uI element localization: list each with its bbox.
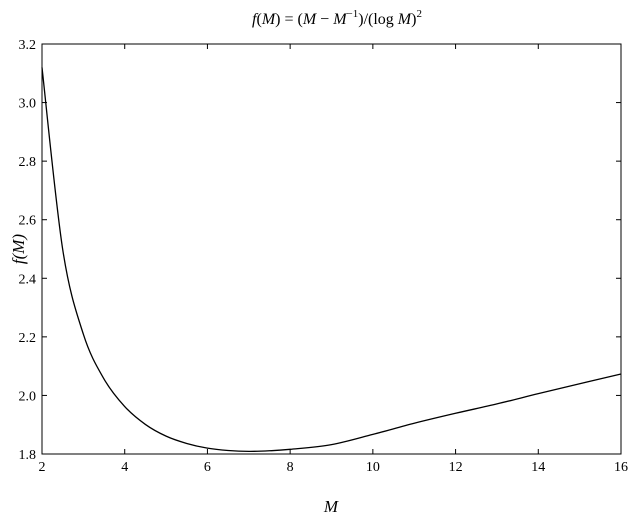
y-tick-label: 2.8 bbox=[19, 155, 37, 170]
x-tick-label: 10 bbox=[366, 460, 380, 475]
x-tick-label: 14 bbox=[531, 460, 545, 475]
y-axis-ticks: 1.8 2.0 2.2 2.4 2.6 2.8 3.0 3.2 bbox=[19, 38, 621, 463]
y-tick-label: 2.0 bbox=[19, 389, 37, 404]
x-axis-label: M bbox=[323, 497, 339, 515]
y-axis-label: f(M) bbox=[9, 234, 28, 265]
y-tick-label: 1.8 bbox=[19, 448, 37, 463]
x-tick-label: 2 bbox=[39, 460, 46, 475]
series-line bbox=[41, 67, 622, 453]
x-tick-label: 16 bbox=[614, 460, 628, 475]
y-tick-label: 2.2 bbox=[19, 331, 37, 346]
y-tick-label: 3.0 bbox=[19, 97, 37, 112]
x-tick-label: 6 bbox=[204, 460, 211, 475]
x-axis-ticks: 2 4 6 8 10 12 14 16 bbox=[39, 44, 628, 475]
chart-title: f(M) = (M − M−1)/(log M)2 bbox=[252, 8, 422, 28]
x-tick-label: 4 bbox=[121, 460, 128, 475]
y-tick-label: 3.2 bbox=[19, 38, 37, 53]
y-tick-label: 2.6 bbox=[19, 214, 37, 229]
x-tick-label: 8 bbox=[287, 460, 294, 475]
x-tick-label: 12 bbox=[449, 460, 463, 475]
plot-frame bbox=[41, 43, 622, 455]
y-tick-label: 2.4 bbox=[19, 272, 37, 287]
